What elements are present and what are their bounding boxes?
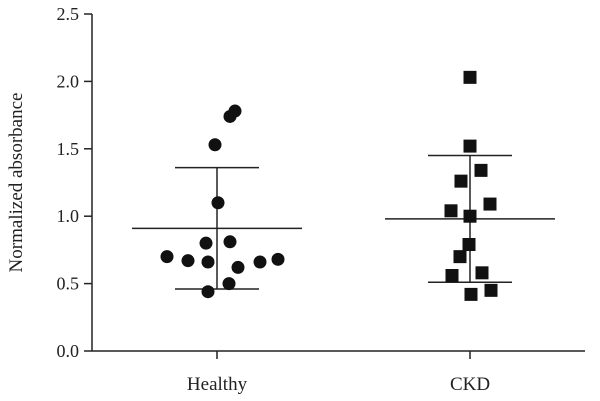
y-tick-label: 0.5 <box>57 274 80 294</box>
data-point-square <box>444 204 458 218</box>
data-point-circle <box>231 260 245 274</box>
data-point-circle <box>160 250 174 264</box>
data-point-square <box>463 70 477 84</box>
data-point-circle <box>211 196 225 210</box>
data-point-circle <box>223 109 237 123</box>
axes <box>91 14 585 352</box>
summary-bars <box>132 154 555 290</box>
y-ticks: 0.0 0.5 1.0 1.5 2.0 2.5 <box>57 4 92 361</box>
data-point-square <box>453 250 467 264</box>
y-tick-label: 2.0 <box>57 71 80 91</box>
y-axis-title: Normalized absorbance <box>6 93 27 273</box>
data-point-circle <box>223 235 237 249</box>
data-point-circle <box>181 254 195 268</box>
data-point-circle <box>208 138 222 152</box>
y-tick-label: 2.5 <box>57 4 80 24</box>
data-point-square <box>454 174 468 188</box>
y-tick-label: 0.0 <box>57 341 80 361</box>
data-point-square <box>462 238 476 252</box>
data-point-circle <box>253 255 267 269</box>
data-point-square <box>483 197 497 211</box>
data-points <box>160 70 498 301</box>
data-point-square <box>484 283 498 297</box>
x-tick-label: Healthy <box>187 374 248 395</box>
data-point-square <box>474 163 488 177</box>
data-point-square <box>463 139 477 153</box>
data-point-circle <box>199 236 213 250</box>
y-tick-label: 1.0 <box>57 206 80 226</box>
x-ticks: Healthy CKD <box>187 351 490 395</box>
data-point-circle <box>201 255 215 269</box>
data-point-circle <box>271 252 285 266</box>
data-point-circle <box>201 285 215 299</box>
x-tick-label: CKD <box>450 374 490 395</box>
data-point-square <box>464 287 478 301</box>
data-point-square <box>445 269 459 283</box>
data-point-square <box>475 266 489 280</box>
data-point-square <box>463 209 477 223</box>
y-tick-label: 1.5 <box>57 139 80 159</box>
data-point-circle <box>222 277 236 291</box>
